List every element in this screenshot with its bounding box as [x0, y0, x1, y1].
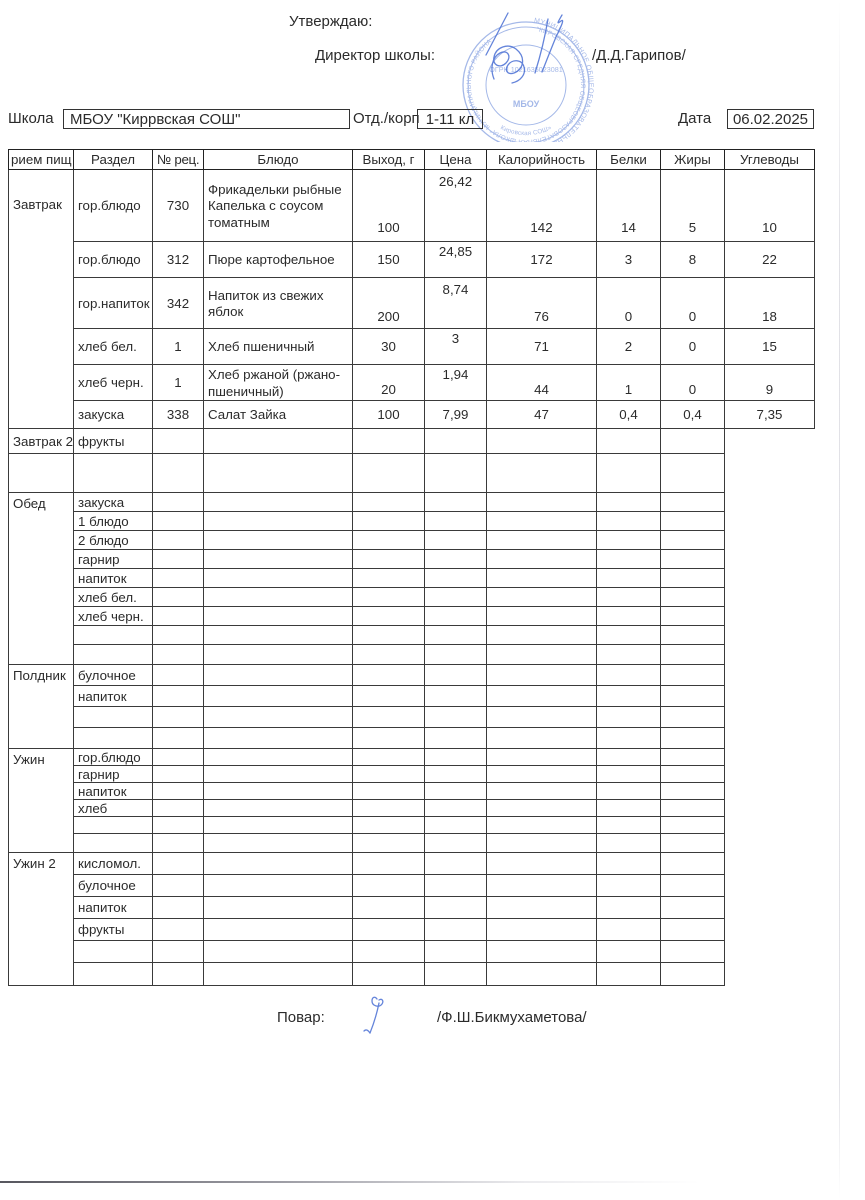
svg-text:МБОУ: МБОУ [513, 99, 540, 109]
svg-text:МУНИЦИПАЛЬНОЕ ОБЩЕОБРАЗОВАТЕЛЬ: МУНИЦИПАЛЬНОЕ ОБЩЕОБРАЗОВАТЕЛЬНОЕ УЧРЕЖД… [492, 17, 594, 142]
